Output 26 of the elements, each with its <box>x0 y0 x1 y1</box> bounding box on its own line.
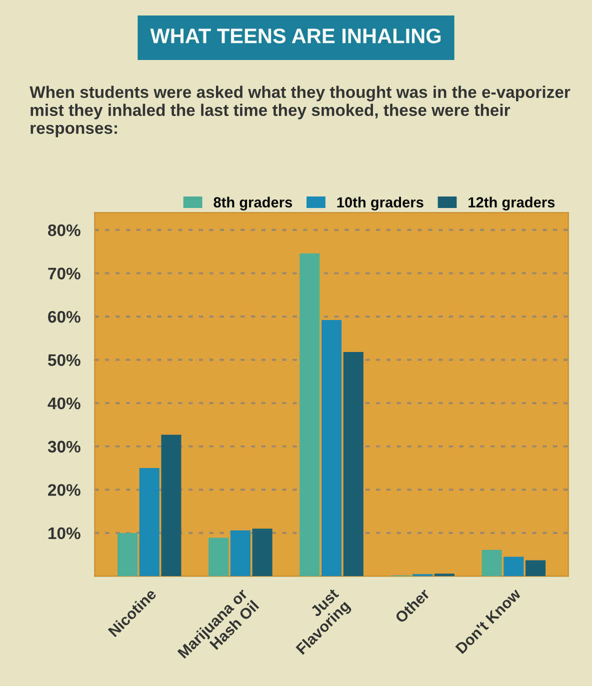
y-tick-label: 40% <box>48 398 80 410</box>
bar <box>208 538 229 576</box>
bar <box>139 468 160 576</box>
bar <box>300 253 320 576</box>
bar <box>504 556 524 576</box>
chart-title: WHAT TEENS ARE INHALING <box>150 28 441 44</box>
y-tick-label: 30% <box>48 440 80 453</box>
bar <box>482 550 502 576</box>
bar <box>434 574 454 576</box>
y-tick-label: 10% <box>48 527 80 540</box>
bar <box>526 560 546 576</box>
bar <box>322 320 342 576</box>
bar <box>252 528 272 576</box>
legend-label: 12th graders <box>468 196 555 210</box>
y-tick-label: 20% <box>48 484 80 496</box>
legend-label: 8th graders <box>214 196 292 210</box>
bar <box>343 352 364 576</box>
y-tick-label: 80% <box>48 224 80 236</box>
legend-label: 10th graders <box>337 196 424 210</box>
bar <box>230 530 250 576</box>
y-tick-label: 50% <box>48 354 80 366</box>
y-tick-label: 60% <box>48 310 80 323</box>
chart-subtitle: When students were asked what they thought was in the e-vaporizer mist they inhaled the last time they smoked, these were their responses: <box>30 86 570 138</box>
y-tick-label: 70% <box>48 268 80 280</box>
bar <box>161 434 182 576</box>
bar <box>117 532 138 576</box>
